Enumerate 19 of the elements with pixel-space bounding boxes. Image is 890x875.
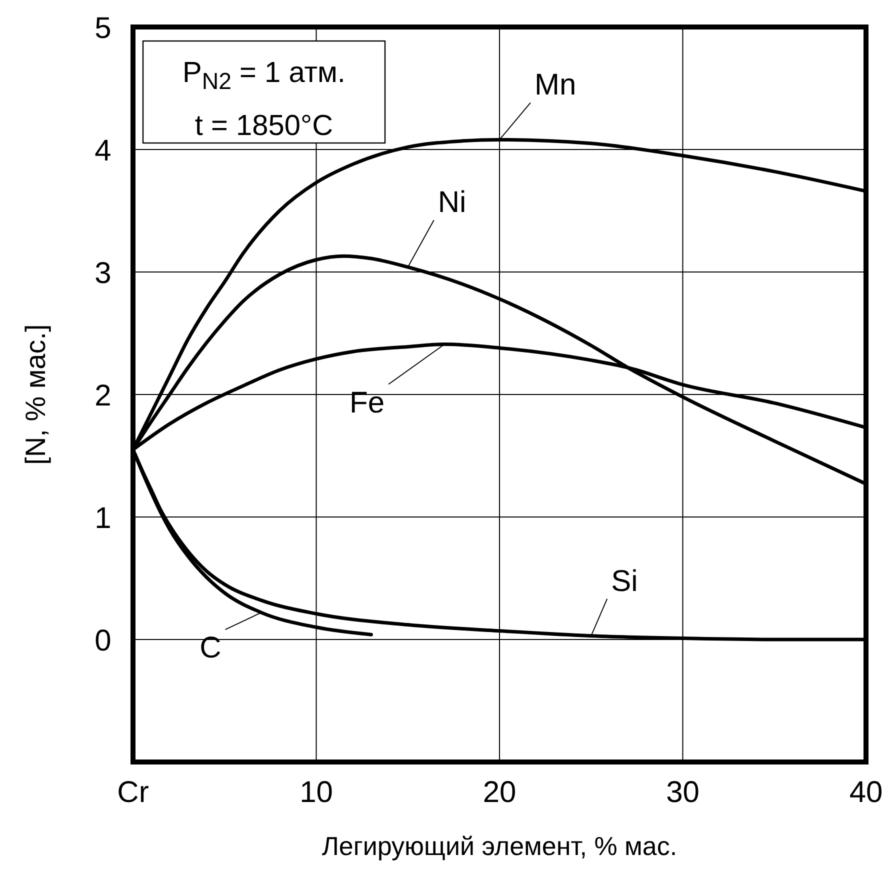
series-label: Fe: [350, 386, 385, 420]
y-axis-title: [N, % мас.]: [20, 324, 51, 465]
annotation: P$_{N2}$ = 1 атм.: [182, 57, 346, 94]
x-axis-title: Легирующий элемент, % мас.: [322, 831, 678, 861]
y-tick-label: 0: [94, 624, 112, 658]
y-tick-label: 2: [94, 380, 112, 412]
y-tick-label: 5: [94, 12, 112, 45]
y-tick-label: 1: [94, 502, 112, 535]
x-tick-label: 20: [482, 776, 516, 809]
y-tick-label: 4: [94, 134, 112, 168]
series-label: Ni: [438, 186, 466, 220]
x-tick-label: Cr: [117, 776, 149, 809]
series-label: Mn: [534, 68, 576, 102]
annotation: t = 1850°C: [194, 110, 334, 142]
x-tick-label: 40: [849, 776, 883, 809]
x-tick-label: 30: [666, 776, 700, 809]
series-label: Si: [611, 564, 638, 598]
y-tick-label: 3: [94, 257, 112, 290]
x-tick-label: 10: [300, 776, 333, 809]
